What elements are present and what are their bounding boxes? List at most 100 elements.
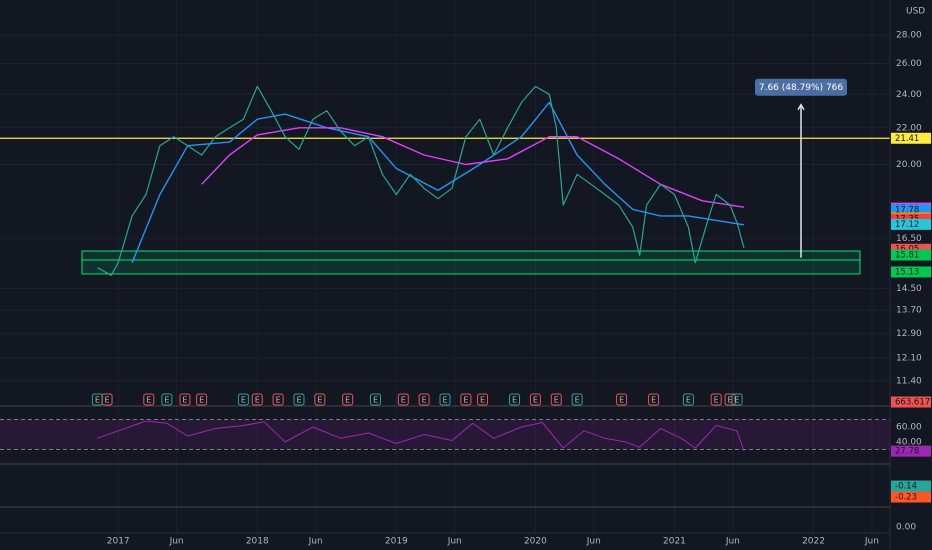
earnings-label: E <box>651 396 656 405</box>
earnings-badge <box>314 393 326 406</box>
currency[interactable]: USD <box>906 7 925 17</box>
y-tick-label: 16.50 <box>896 234 922 244</box>
earnings-badge <box>460 393 472 406</box>
price-badge-label: 15.81 <box>895 251 919 261</box>
earnings-label: E <box>373 396 378 405</box>
support-zone <box>81 250 861 275</box>
y-tick-label: 26.00 <box>896 59 922 69</box>
price-badge <box>891 266 931 278</box>
rsi-line <box>97 420 745 452</box>
price-badge-label: 21.41 <box>895 134 919 144</box>
earnings-label: E <box>554 396 559 405</box>
price-badge <box>891 491 931 503</box>
earnings-label: E <box>199 396 204 405</box>
earnings-label: E <box>241 396 246 405</box>
x-tick-label: 2017 <box>107 537 130 547</box>
earnings-label: E <box>714 396 719 405</box>
grid <box>0 0 890 533</box>
earnings-badge <box>179 393 191 406</box>
earnings-label: E <box>146 396 151 405</box>
earnings-badge <box>196 393 208 406</box>
x-tick-label: Jun <box>308 537 323 547</box>
y-tick-label: 28.00 <box>896 30 922 40</box>
earnings-badge <box>397 393 409 406</box>
earnings-label: E <box>512 396 517 405</box>
earnings-label: E <box>619 396 624 405</box>
x-tick-label: 2020 <box>524 537 547 547</box>
earnings-badge <box>710 393 722 406</box>
price-badge <box>891 396 931 408</box>
measure-label: 7.66 (48.79%) 766 <box>759 83 844 93</box>
earnings-badge <box>418 393 430 406</box>
measure-label-box <box>755 78 847 96</box>
price-badge <box>891 132 931 144</box>
price-badge <box>891 218 931 230</box>
price-badge-label: -0.23 <box>895 493 917 503</box>
earnings-label: E <box>401 396 406 405</box>
x-tick-label: Jun <box>725 537 740 547</box>
earnings-label: E <box>728 396 733 405</box>
earnings-badge <box>101 393 113 406</box>
price-badge-label: 17.12 <box>895 220 919 230</box>
earnings-label: E <box>276 396 281 405</box>
earnings-label: E <box>317 396 322 405</box>
y-tick-label: 11.40 <box>896 376 922 386</box>
price-badge-label: 663.617K <box>895 398 932 408</box>
earnings-badge <box>143 393 155 406</box>
earnings-label: E <box>575 396 580 405</box>
earnings-label: E <box>735 396 740 405</box>
x-tick-label: Jun <box>864 537 879 547</box>
x-tick-label: Jun <box>447 537 462 547</box>
y-tick-label: 22.00 <box>896 123 922 133</box>
y-tick-label: 12.10 <box>896 354 922 364</box>
moving-average <box>131 101 745 263</box>
x-tick-label: 2022 <box>802 537 825 547</box>
zero-label: 0.00 <box>896 523 916 533</box>
price-badge-label: -0.14 <box>895 482 917 492</box>
price-badge-label: 15.13 <box>895 267 919 277</box>
price-badge-label: 27.78 <box>895 447 919 457</box>
rsi-tick-label: 60.00 <box>896 423 922 433</box>
y-tick-label: 12.90 <box>896 329 922 339</box>
earnings-label: E <box>533 396 538 405</box>
earnings-badge <box>251 393 263 406</box>
earnings-badge <box>682 393 694 406</box>
x-tick-label: Jun <box>586 537 601 547</box>
earnings-badge <box>237 393 249 406</box>
earnings-label: E <box>422 396 427 405</box>
earnings-label: E <box>164 396 169 405</box>
earnings-badge <box>571 393 583 406</box>
y-tick-label: 24.00 <box>896 90 922 100</box>
earnings-badge <box>724 393 736 406</box>
earnings-badge <box>439 393 451 406</box>
x-tick-label: 2018 <box>246 537 269 547</box>
price-badge-label: 17.78 <box>895 205 919 215</box>
earnings-badge <box>272 393 284 406</box>
earnings-label: E <box>463 396 468 405</box>
x-tick-label: 2021 <box>663 537 686 547</box>
earnings-label: E <box>686 396 691 405</box>
earnings-label: E <box>345 396 350 405</box>
y-tick-label: 20.00 <box>896 160 922 170</box>
y-tick-label: 13.70 <box>896 306 922 316</box>
earnings-label: E <box>255 396 260 405</box>
price-axis: 2017 Jun 2018 Jun 2019 Jun 2020 Jun 2021 Jun 2022 J… <box>107 30 932 546</box>
earnings-label: E <box>105 396 110 405</box>
price-badge <box>891 243 931 255</box>
y-tick-label: 14.50 <box>896 284 922 294</box>
earnings-label: E <box>296 396 301 405</box>
measure-arrowhead <box>797 103 805 111</box>
rsi-tick-label: 40.00 <box>896 438 922 448</box>
price-badge <box>891 480 931 492</box>
earnings-label: E <box>480 396 485 405</box>
price-badge <box>891 249 931 261</box>
earnings-badge <box>616 393 628 406</box>
earnings-badge <box>550 393 562 406</box>
price-badge <box>891 445 931 457</box>
x-tick-label: Jun <box>169 537 184 547</box>
earnings-badge <box>369 393 381 406</box>
earnings-badge <box>731 393 743 406</box>
earnings-badge <box>342 393 354 406</box>
earnings-badge <box>509 393 521 406</box>
